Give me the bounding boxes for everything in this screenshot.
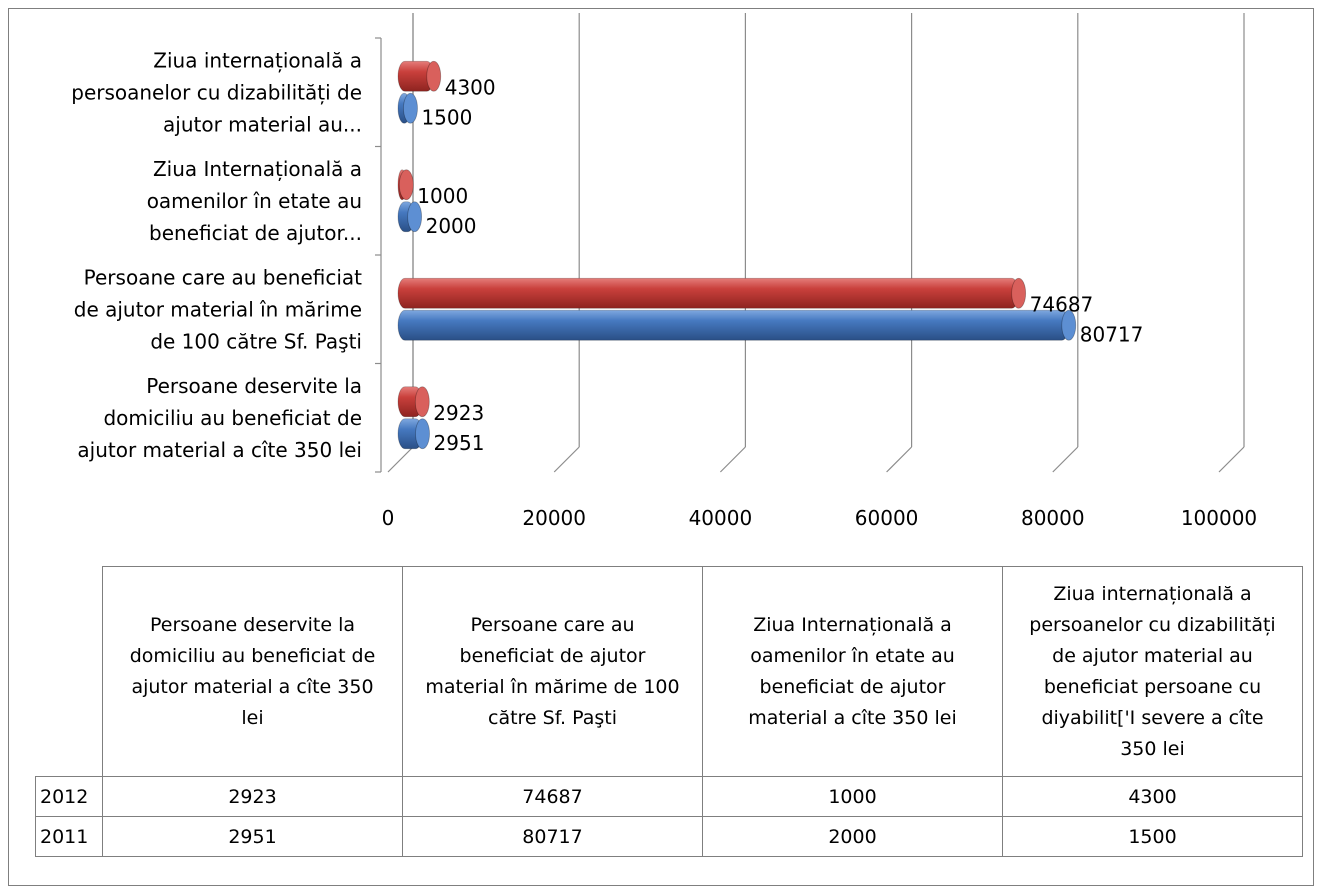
x-tick-label: 20000 (522, 506, 586, 530)
axes: 0 20000 40000 60000 80000 100000 (375, 13, 1257, 530)
table-cell: 80717 (402, 816, 703, 857)
data-label: 74687 (1030, 292, 1094, 316)
table-row: 2011 2951 80717 2000 1500 (35, 816, 1303, 857)
x-tick-label: 0 (382, 506, 395, 530)
bar-cap-2012 (426, 60, 442, 92)
bar-cap-2011 (407, 201, 423, 233)
x-tick-label: 40000 (689, 506, 753, 530)
bar-cap-2011 (403, 92, 418, 124)
gridline-floor (886, 446, 913, 473)
gridline-floor (719, 446, 746, 473)
table-cell: 4300 (1002, 776, 1303, 817)
table-corner (35, 566, 103, 777)
bar-cap-2012 (414, 386, 430, 418)
table-cell: 1000 (702, 776, 1003, 817)
data-label: 4300 (445, 75, 496, 99)
x-tick-label: 80000 (1021, 506, 1085, 530)
table-cell: 2000 (702, 816, 1003, 857)
bar-cap-2012 (398, 169, 414, 201)
labels: Persoane deservite la domiciliu au benefi… (71, 48, 1143, 462)
category-label: Ziua internațională a (153, 48, 362, 72)
table-header-cell: Persoane deservite la domiciliu au benefi… (102, 566, 403, 777)
category-label: Persoane deservite la (146, 374, 362, 398)
category-label: Ziua Internațională a (153, 157, 362, 181)
category-label: oamenilor în etate au (147, 189, 362, 213)
gridline-floor (387, 446, 414, 473)
bar-cap-2011 (1061, 309, 1077, 341)
category-label: persoanelor cu dizabilități de (71, 80, 362, 104)
gridline-floor (553, 446, 580, 473)
table-cell: 1500 (1002, 816, 1303, 857)
gridline-floor (1218, 446, 1245, 473)
data-label: 2951 (434, 431, 485, 455)
chart-frame (8, 8, 1314, 886)
category-label: de ajutor material în mărime (74, 297, 362, 321)
table-cell: 2923 (102, 776, 403, 817)
table-header-row: Persoane deservite la domiciliu au benefi… (35, 566, 1303, 777)
gridline-floor (1052, 446, 1079, 473)
bar-2011 (397, 309, 1070, 341)
x-tick-label: 100000 (1181, 506, 1257, 530)
table-row-label: 2012 (35, 776, 103, 817)
data-table: Persoane deservite la domiciliu au benefi… (35, 566, 1303, 857)
table-row-label: 2011 (35, 816, 103, 857)
gridlines (387, 13, 1245, 473)
table-row: 2012 2923 74687 1000 4300 (35, 776, 1303, 817)
category-label: Persoane care au beneficiat (84, 265, 362, 289)
bar-2012 (397, 277, 1020, 309)
category-label: beneficiat de ajutor... (149, 221, 362, 245)
category-label: ajutor material au... (163, 112, 362, 136)
bar-chart: 0 20000 40000 60000 80000 100000 Persoane des… (71, 13, 1257, 530)
table-header-cell: Ziua internațională a persoanelor cu diza… (1002, 566, 1303, 777)
bars (397, 60, 1077, 450)
category-label: domiciliu au beneficiat de (103, 406, 362, 430)
data-label: 2000 (426, 214, 477, 238)
x-tick-label: 60000 (855, 506, 919, 530)
table-cell: 74687 (402, 776, 703, 817)
bar-cap-2012 (1011, 277, 1027, 309)
table-header-cell: Persoane care au beneficiat de ajutor mate… (402, 566, 703, 777)
table-header-cell: Ziua Internațională a oamenilor în etate … (702, 566, 1003, 777)
category-label: ajutor material a cîte 350 lei (77, 438, 362, 462)
data-label: 1500 (421, 105, 472, 129)
data-label: 80717 (1080, 322, 1144, 346)
data-label: 1000 (417, 184, 468, 208)
bar-cap-2011 (415, 418, 430, 450)
table-cell: 2951 (102, 816, 403, 857)
data-label: 2923 (433, 401, 484, 425)
category-label: de 100 către Sf. Paşti (150, 329, 362, 353)
